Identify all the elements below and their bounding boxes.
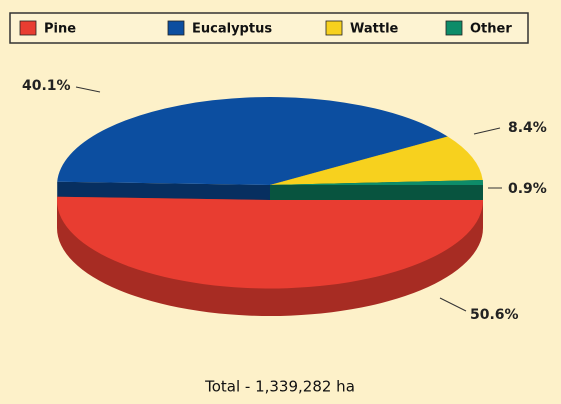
annotation: Total - 1,339,282 ha <box>204 378 355 396</box>
leader-line <box>75 86 101 93</box>
legend-box <box>9 12 529 44</box>
value-label: 40.1% <box>22 78 71 94</box>
slice-top <box>270 136 483 185</box>
slice-top <box>57 196 484 289</box>
legend-label: Pine <box>44 22 76 37</box>
legend-label: Wattle <box>350 22 399 37</box>
legend-swatch <box>445 20 463 36</box>
value-label: 8.4% <box>508 120 547 136</box>
legend-swatch <box>325 20 343 36</box>
value-label: 50.6% <box>470 307 519 323</box>
leader-line <box>473 127 501 135</box>
legend-label: Eucalyptus <box>192 22 272 37</box>
slice-top <box>270 180 484 185</box>
slice-wall <box>57 200 483 316</box>
slice-top <box>57 97 448 185</box>
slice <box>57 196 484 316</box>
legend-label: Other <box>470 22 512 37</box>
legend-swatch <box>19 20 37 36</box>
legend-swatch <box>167 20 185 36</box>
value-label: 0.9% <box>508 181 547 197</box>
leader-line <box>439 297 467 312</box>
